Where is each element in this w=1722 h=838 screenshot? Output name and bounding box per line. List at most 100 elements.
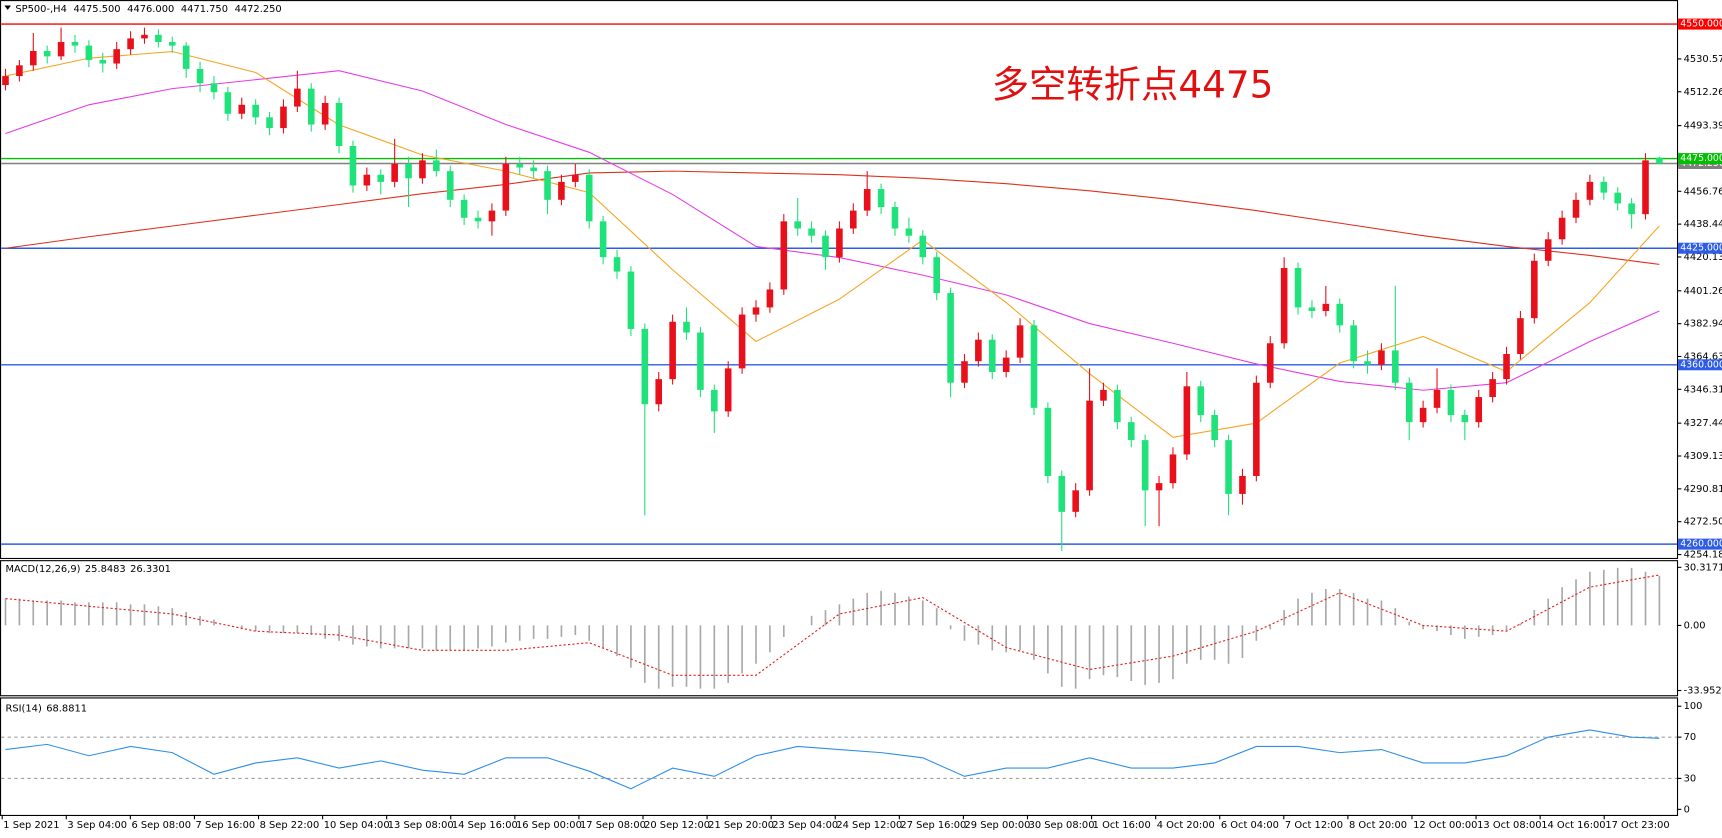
y-tick-label: 4309.130 bbox=[1684, 451, 1722, 462]
macd-signal bbox=[5, 574, 1660, 676]
candle-body bbox=[2, 76, 9, 86]
candle-body bbox=[280, 106, 287, 129]
candle-body bbox=[794, 221, 801, 229]
ohlc-value: 4472.250 bbox=[235, 4, 282, 15]
rsi-line bbox=[5, 729, 1660, 790]
price-level-tag bbox=[1678, 153, 1722, 165]
price-level-label: 4425.000 bbox=[1680, 243, 1722, 254]
rsi-name: RSI(14) bbox=[5, 703, 41, 714]
moving-average bbox=[5, 170, 1660, 265]
candle-body bbox=[182, 45, 190, 69]
candle-body bbox=[405, 163, 412, 179]
symbol-header: SP500-,H4 4475.500 4476.000 4471.750 4472.25… bbox=[15, 4, 281, 15]
candle-body bbox=[1253, 382, 1260, 476]
x-tick-label: 17 Sep 08:00 bbox=[580, 820, 646, 831]
candle-body bbox=[1642, 160, 1649, 215]
candle-body bbox=[1475, 397, 1483, 423]
rsi-plot bbox=[1, 729, 1677, 790]
candle-body bbox=[683, 321, 690, 333]
candle-body bbox=[808, 228, 815, 236]
rsi-title: RSI(14) 68.8811 bbox=[5, 703, 87, 714]
ohlc-value: 4476.000 bbox=[127, 4, 174, 15]
y-tick-label: 4438.445 bbox=[1684, 219, 1722, 230]
y-tick-label: 4493.390 bbox=[1684, 121, 1722, 132]
candle-body bbox=[919, 235, 927, 258]
candle-body bbox=[1405, 382, 1413, 423]
macd-main-value: 25.8483 bbox=[85, 564, 126, 575]
candle-body bbox=[363, 174, 371, 186]
candle-body bbox=[1558, 217, 1566, 240]
main-panel bbox=[0, 0, 1679, 560]
candle-body bbox=[558, 181, 565, 200]
candle-body bbox=[724, 368, 732, 412]
x-tick-label: 14 Sep 16:00 bbox=[452, 820, 518, 831]
candle-body bbox=[141, 34, 148, 39]
candle-body bbox=[1489, 379, 1496, 398]
x-tick-label: 27 Sep 16:00 bbox=[900, 820, 966, 831]
x-tick-label: 12 Oct 00:00 bbox=[1413, 820, 1477, 831]
candle-body bbox=[1169, 454, 1177, 484]
candle-body bbox=[474, 217, 482, 222]
candle-body bbox=[127, 38, 134, 50]
x-tick-label: 20 Sep 12:00 bbox=[644, 820, 710, 831]
macd-plot bbox=[4, 567, 1661, 689]
candle-body bbox=[1461, 415, 1469, 423]
x-tick-label: 17 Oct 23:00 bbox=[1605, 820, 1669, 831]
candle-body bbox=[988, 339, 996, 372]
y-tick-label: 4530.575 bbox=[1684, 54, 1722, 65]
x-tick-label: 4 Oct 20:00 bbox=[1157, 820, 1215, 831]
candle-body bbox=[16, 65, 23, 77]
candle-body bbox=[391, 163, 398, 182]
candle-body bbox=[1308, 307, 1316, 311]
candle-body bbox=[697, 332, 704, 390]
candle-body bbox=[1155, 483, 1163, 491]
main-plot bbox=[1, 23, 1677, 552]
candle-body bbox=[975, 339, 982, 362]
rsi-panel bbox=[0, 697, 1679, 817]
symbol: SP500-,H4 bbox=[15, 4, 66, 15]
candle-body bbox=[1127, 422, 1135, 441]
candle-body bbox=[1072, 490, 1079, 512]
candle-body bbox=[1572, 199, 1580, 218]
candle-body bbox=[57, 42, 65, 57]
candle-body bbox=[599, 221, 607, 258]
x-tick-label: 1 Oct 16:00 bbox=[1093, 820, 1151, 831]
candle-body bbox=[29, 50, 37, 66]
y-tick-label: 4290.815 bbox=[1684, 484, 1722, 495]
candle-body bbox=[266, 117, 273, 129]
menu-arrow[interactable] bbox=[4, 5, 11, 10]
x-tick-label: 24 Sep 12:00 bbox=[836, 820, 902, 831]
candle-body bbox=[1002, 357, 1010, 372]
candle-body bbox=[1447, 389, 1455, 416]
candle-body bbox=[780, 221, 788, 290]
candle-body bbox=[1211, 415, 1218, 441]
price-level-label: 4260.000 bbox=[1680, 539, 1722, 550]
candle-body bbox=[1378, 350, 1385, 365]
candle-body bbox=[1197, 386, 1205, 416]
y-tick-label: 4512.260 bbox=[1684, 87, 1722, 98]
price-level-tag bbox=[1678, 242, 1722, 254]
ohlc-value: 4475.500 bbox=[73, 4, 120, 15]
rsi-value: 68.8811 bbox=[46, 703, 87, 714]
candle-body bbox=[1239, 475, 1246, 494]
candle-body bbox=[1392, 350, 1399, 383]
candle-body bbox=[752, 307, 760, 315]
candle-body bbox=[655, 379, 663, 405]
y-tick-label: 4382.945 bbox=[1684, 319, 1722, 330]
candle-body bbox=[1086, 400, 1093, 491]
y-tick-label: 30 bbox=[1684, 773, 1697, 784]
candle-body bbox=[238, 104, 246, 114]
candle-body bbox=[1628, 203, 1635, 215]
candle-body bbox=[71, 42, 79, 46]
candle-body bbox=[1141, 440, 1149, 491]
candle-body bbox=[738, 314, 746, 369]
candle-body bbox=[822, 235, 829, 258]
macd-title: MACD(12,26,9) 25.8483 26.3301 bbox=[5, 564, 170, 575]
candle-body bbox=[252, 104, 259, 118]
candle-body bbox=[1280, 267, 1288, 344]
x-tick-label: 23 Sep 04:00 bbox=[772, 820, 838, 831]
candle-body bbox=[1322, 303, 1330, 311]
candle-body bbox=[613, 257, 621, 272]
x-tick-label: 6 Oct 04:00 bbox=[1221, 820, 1279, 831]
